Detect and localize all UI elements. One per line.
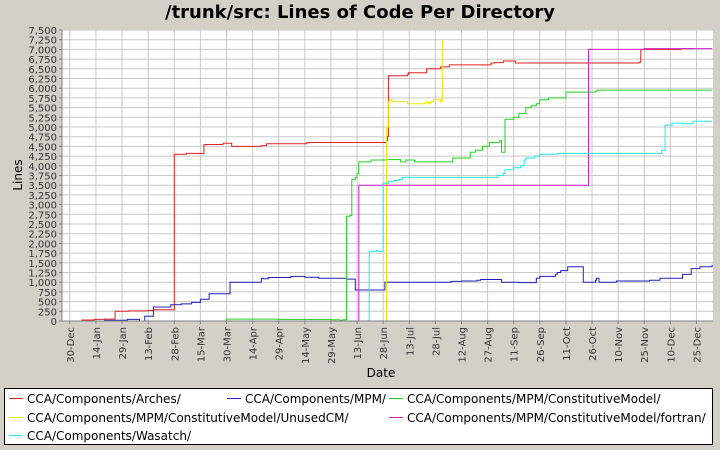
y-tick-label: 3,250 [28,191,57,202]
x-tick-label: 28-Jun [379,327,390,360]
legend-swatch [9,417,23,418]
legend-item: CCA/Components/Wasatch/ [9,428,191,444]
x-tick-label: 27-Aug [484,327,495,363]
y-tick-label: 7,250 [28,36,57,47]
chart-title: /trunk/src: Lines of Code Per Directory [165,2,555,23]
x-tick-label: 14-Apr [249,326,260,360]
y-tick-label: 2,250 [28,230,57,241]
x-tick-label: 14-May [301,327,312,364]
y-tick-label: 1,000 [28,278,57,289]
legend-label: CCA/Components/MPM/ConstitutiveModel/ [407,392,661,406]
y-tick-label: 5,000 [28,123,57,134]
legend-item: CCA/Components/MPM/ [227,391,386,407]
chart-canvas: 02505007501,0001,2501,5001,7502,0002,250… [11,26,713,380]
y-tick-label: 2,000 [28,239,57,250]
y-tick-label: 4,000 [28,162,57,173]
legend-swatch [9,435,23,436]
x-tick-label: 14-Jan [92,327,103,359]
x-tick-label: 28-Feb [170,327,181,361]
x-tick-label: 15-Mar [196,326,207,362]
x-tick-label: 13-Feb [144,327,155,361]
x-tick-label: 11-Sep [510,327,521,362]
legend-label: CCA/Components/Arches/ [27,392,181,406]
legend-item: CCA/Components/MPM/ConstitutiveModel/Unu… [9,410,349,426]
legend-item: CCA/Components/Arches/ [9,391,181,407]
y-tick-label: 250 [38,307,57,318]
x-tick-label: 10-Dec [666,327,677,363]
x-tick-label: 29-Apr [275,326,286,360]
legend-swatch [389,398,403,399]
x-tick-label: 25-Dec [692,327,703,363]
y-tick-label: 2,500 [28,220,57,231]
y-tick-label: 5,250 [28,113,57,124]
y-tick-labels: 02505007501,0001,2501,5001,7502,0002,250… [28,26,62,328]
x-tick-label: 26-Sep [536,327,547,362]
x-axis-label: Date [367,366,396,380]
y-tick-label: 750 [38,288,57,299]
y-tick-label: 1,750 [28,249,57,260]
series-line-5 [367,120,713,322]
series-line-2 [174,89,713,322]
y-tick-label: 1,500 [28,259,57,270]
x-tick-labels: 30-Dec 14-Jan 29-Jan 13-Feb 28-Feb 15-Mar 30-M… [66,321,703,364]
y-tick-label: 4,750 [28,133,57,144]
x-tick-label: 12-Aug [457,327,468,363]
y-tick-label: 0 [51,317,57,328]
legend-item: CCA/Components/MPM/ConstitutiveModel/ [389,391,660,407]
y-tick-label: 3,000 [28,201,57,212]
x-tick-label: 30-Mar [222,326,233,362]
x-tick-label: 29-May [327,327,338,364]
series-line-0 [69,48,693,322]
x-tick-label: 29-Jan [118,327,129,359]
series-lines [69,39,713,322]
y-tick-label: 4,500 [28,142,57,153]
x-tick-label: 11-Oct [562,327,573,361]
series-line-4 [357,48,713,322]
x-tick-label: 26-Oct [588,327,599,361]
legend-swatch [389,417,403,418]
y-tick-label: 5,750 [28,94,57,105]
legend-label: CCA/Components/MPM/ConstitutiveModel/for… [407,411,706,425]
y-axis-label: Lines [11,159,25,190]
series-line-3 [384,39,443,322]
legend-label: CCA/Components/MPM/ [245,392,386,406]
y-tick-label: 6,250 [28,75,57,86]
y-tick-label: 3,750 [28,172,57,183]
x-tick-label: 10-Nov [614,327,625,363]
legend: CCA/Components/Arches/CCA/Components/MPM… [4,388,713,445]
y-tick-label: 2,750 [28,210,57,221]
series-line-1 [89,264,713,322]
legend-item: CCA/Components/MPM/ConstitutiveModel/for… [389,410,706,426]
x-tick-label: 25-Nov [640,327,651,363]
y-tick-label: 7,000 [28,45,57,56]
x-tick-label: 13-Jul [405,327,416,356]
y-tick-label: 500 [38,298,57,309]
x-tick-label: 13-Jun [353,327,364,360]
y-tick-label: 6,000 [28,84,57,95]
y-tick-label: 4,250 [28,152,57,163]
legend-label: CCA/Components/MPM/ConstitutiveModel/Unu… [27,411,349,425]
y-tick-label: 6,750 [28,55,57,66]
y-tick-label: 3,500 [28,181,57,192]
legend-swatch [227,398,241,399]
x-tick-label: 28-Jul [431,327,442,356]
legend-swatch [9,398,23,399]
y-tick-label: 5,500 [28,104,57,115]
y-tick-label: 7,500 [28,26,57,37]
legend-label: CCA/Components/Wasatch/ [27,429,191,443]
y-tick-label: 1,250 [28,269,57,280]
x-tick-label: 30-Dec [66,327,77,363]
y-tick-label: 6,500 [28,65,57,76]
